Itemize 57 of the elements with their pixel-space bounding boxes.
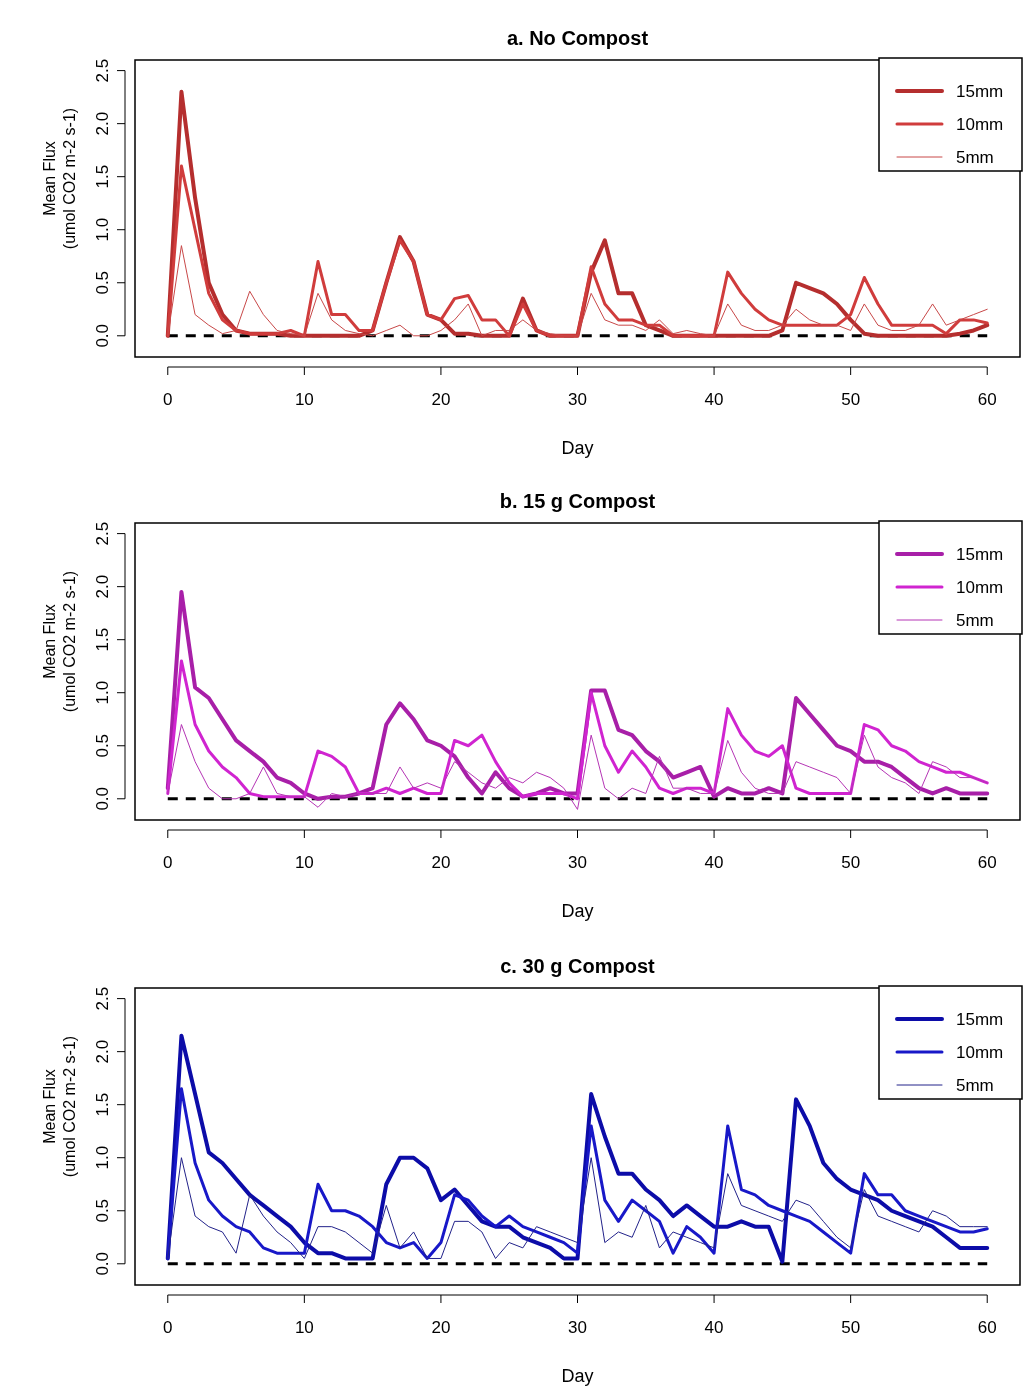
y-tick-label: 2.0 xyxy=(93,1039,112,1064)
y-tick-label: 2.0 xyxy=(93,111,112,136)
x-tick-label: 60 xyxy=(977,1318,997,1337)
y-tick-label: 0.0 xyxy=(93,1251,112,1276)
y-tick-label: 1.0 xyxy=(93,1145,112,1170)
chart-title: c. 30 g Compost xyxy=(500,955,656,977)
y-tick-label: 1.0 xyxy=(93,680,112,705)
legend-label: 10mm xyxy=(956,1043,1004,1062)
y-tick-label: 2.5 xyxy=(93,986,112,1011)
y-tick-label: 2.5 xyxy=(93,58,112,83)
x-tick-label: 20 xyxy=(431,853,451,872)
x-axis-title: Day xyxy=(561,438,594,458)
legend-label: 15mm xyxy=(956,82,1004,101)
y-tick-label: 1.5 xyxy=(93,164,112,189)
x-tick-label: 30 xyxy=(568,390,587,409)
x-tick-label: 0 xyxy=(163,1318,173,1337)
y-tick-label: 2.0 xyxy=(93,574,112,599)
y-axis-title: Mean Flux (umol CO2 m-2 s-1) xyxy=(41,570,78,713)
legend-label: 5mm xyxy=(956,148,994,167)
y-tick-label: 0.5 xyxy=(93,270,112,295)
legend-label: 15mm xyxy=(956,1010,1004,1029)
y-tick-label: 0.0 xyxy=(93,323,112,348)
x-tick-label: 40 xyxy=(704,1318,724,1337)
legend-label: 5mm xyxy=(956,611,994,630)
y-axis-title: Mean Flux (umol CO2 m-2 s-1) xyxy=(41,1035,78,1178)
y-axis-title: Mean Flux (umol CO2 m-2 s-1) xyxy=(41,107,78,250)
x-tick-label: 50 xyxy=(841,853,861,872)
x-tick-label: 60 xyxy=(977,853,997,872)
x-tick-label: 40 xyxy=(704,390,724,409)
x-tick-label: 30 xyxy=(568,1318,587,1337)
y-tick-label: 2.5 xyxy=(93,521,112,546)
x-tick-label: 10 xyxy=(294,1318,314,1337)
x-tick-label: 10 xyxy=(294,390,314,409)
y-tick-label: 0.0 xyxy=(93,786,112,811)
chart-title: b. 15 g Compost xyxy=(499,490,656,512)
x-tick-label: 20 xyxy=(431,390,451,409)
x-axis-title: Day xyxy=(561,901,594,921)
y-tick-label: 1.5 xyxy=(93,1092,112,1117)
y-tick-label: 1.5 xyxy=(93,627,112,652)
x-tick-label: 0 xyxy=(163,853,173,872)
x-tick-label: 10 xyxy=(294,853,314,872)
x-axis-title: Day xyxy=(561,1366,594,1386)
legend-label: 5mm xyxy=(956,1076,994,1095)
x-tick-label: 40 xyxy=(704,853,724,872)
y-tick-label: 1.0 xyxy=(93,217,112,242)
x-tick-label: 50 xyxy=(841,390,861,409)
x-tick-label: 50 xyxy=(841,1318,861,1337)
legend-label: 15mm xyxy=(956,545,1004,564)
y-tick-label: 0.5 xyxy=(93,1198,112,1223)
x-tick-label: 20 xyxy=(431,1318,451,1337)
x-tick-label: 0 xyxy=(163,390,173,409)
x-tick-label: 60 xyxy=(977,390,997,409)
chart-title: a. No Compost xyxy=(506,27,649,49)
legend-label: 10mm xyxy=(956,115,1004,134)
y-tick-label: 0.5 xyxy=(93,733,112,758)
x-tick-label: 30 xyxy=(568,853,587,872)
legend-label: 10mm xyxy=(956,578,1004,597)
